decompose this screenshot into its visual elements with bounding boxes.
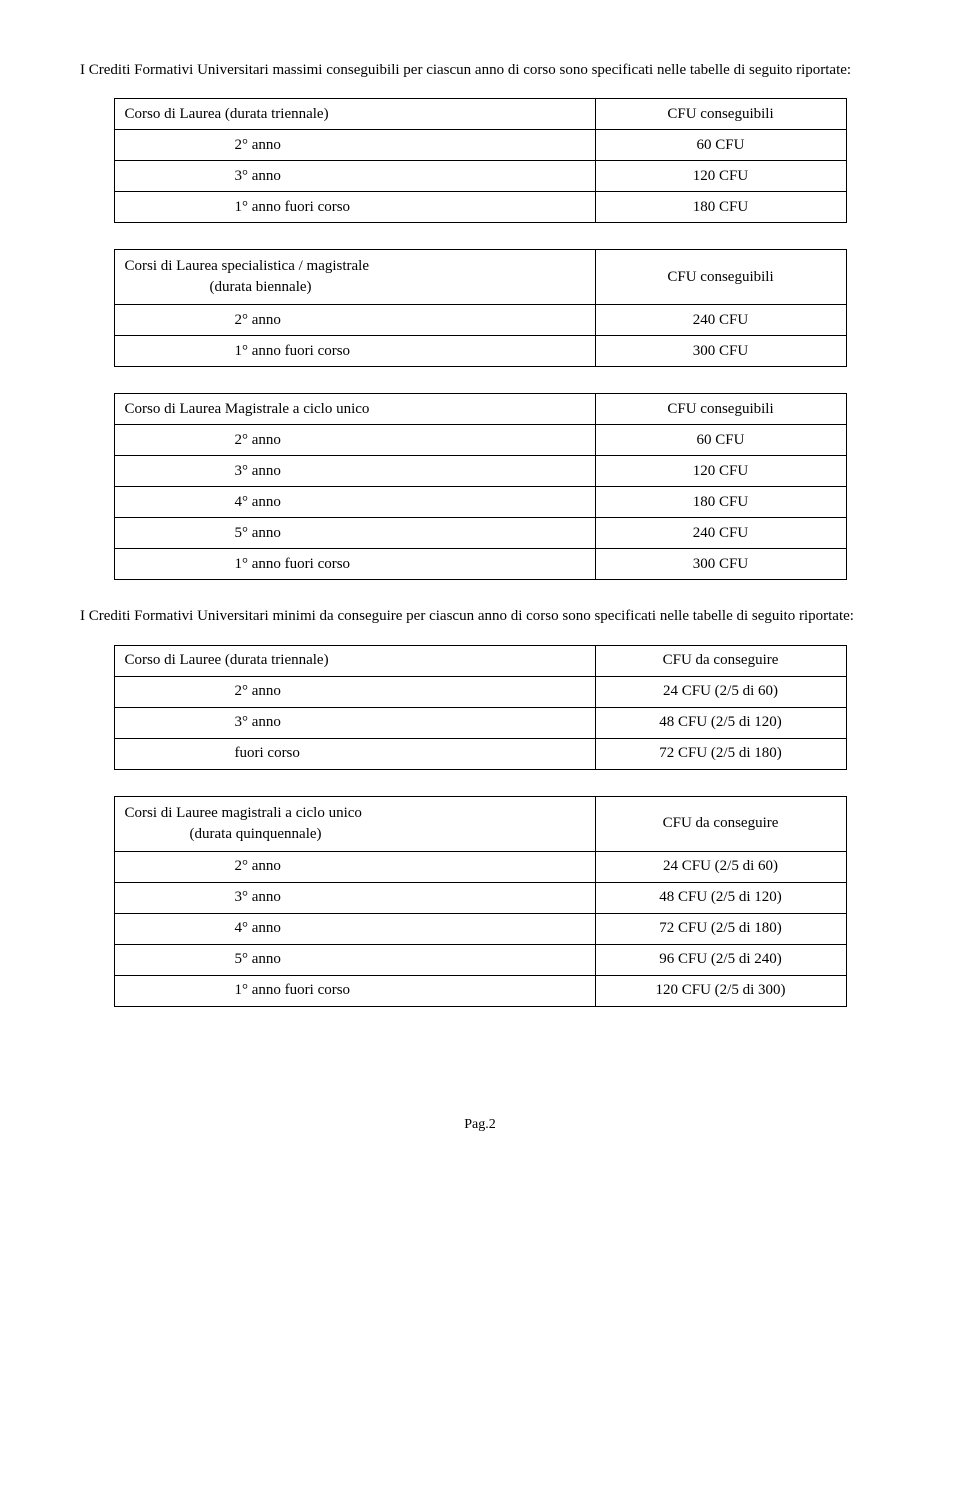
table-specialistica-max: Corsi di Laurea specialistica / magistra… bbox=[114, 249, 847, 367]
table-row: Corso di Laurea Magistrale a ciclo unico… bbox=[114, 394, 846, 425]
table-ciclo-unico-min: Corsi di Lauree magistrali a ciclo unico… bbox=[114, 796, 847, 1007]
value-cell: 96 CFU (2/5 di 240) bbox=[595, 944, 846, 975]
header-line: Corsi di Lauree magistrali a ciclo unico bbox=[125, 805, 362, 821]
value-cell: 120 CFU bbox=[595, 456, 846, 487]
table-triennale-min: Corso di Lauree (durata triennale) CFU d… bbox=[114, 645, 847, 770]
table-row: Corsi di Laurea specialistica / magistra… bbox=[114, 250, 846, 305]
label-cell: 3° anno bbox=[114, 456, 595, 487]
header-cell: Corso di Laurea Magistrale a ciclo unico bbox=[114, 394, 595, 425]
label-cell: 1° anno fuori corso bbox=[114, 336, 595, 367]
value-cell: 300 CFU bbox=[595, 336, 846, 367]
header-line: Corsi di Laurea specialistica / magistra… bbox=[125, 258, 370, 274]
table-row: Corsi di Lauree magistrali a ciclo unico… bbox=[114, 796, 846, 851]
table-row: Corso di Lauree (durata triennale) CFU d… bbox=[114, 645, 846, 676]
header-cell: CFU conseguibili bbox=[595, 250, 846, 305]
table-row: 3° anno 120 CFU bbox=[114, 161, 846, 192]
label-cell: 3° anno bbox=[114, 707, 595, 738]
table-row: 4° anno 180 CFU bbox=[114, 487, 846, 518]
label-cell: 1° anno fuori corso bbox=[114, 549, 595, 580]
label-cell: 2° anno bbox=[114, 851, 595, 882]
value-cell: 300 CFU bbox=[595, 549, 846, 580]
table-row: 2° anno 240 CFU bbox=[114, 305, 846, 336]
label-cell: 1° anno fuori corso bbox=[114, 192, 595, 223]
label-cell: 4° anno bbox=[114, 913, 595, 944]
label-cell: 4° anno bbox=[114, 487, 595, 518]
intro-paragraph-1: I Crediti Formativi Universitari massimi… bbox=[80, 60, 880, 80]
label-cell: fuori corso bbox=[114, 738, 595, 769]
table-row: 5° anno 96 CFU (2/5 di 240) bbox=[114, 944, 846, 975]
table-row: 2° anno 60 CFU bbox=[114, 425, 846, 456]
table-row: 3° anno 48 CFU (2/5 di 120) bbox=[114, 707, 846, 738]
label-cell: 2° anno bbox=[114, 130, 595, 161]
table-row: 5° anno 240 CFU bbox=[114, 518, 846, 549]
header-cell: Corsi di Lauree magistrali a ciclo unico… bbox=[114, 796, 595, 851]
header-cell: Corso di Lauree (durata triennale) bbox=[114, 645, 595, 676]
value-cell: 120 CFU bbox=[595, 161, 846, 192]
table-row: 1° anno fuori corso 120 CFU (2/5 di 300) bbox=[114, 975, 846, 1006]
table-row: 1° anno fuori corso 300 CFU bbox=[114, 336, 846, 367]
table-ciclo-unico-max: Corso di Laurea Magistrale a ciclo unico… bbox=[114, 393, 847, 580]
value-cell: 60 CFU bbox=[595, 425, 846, 456]
header-cell: CFU conseguibili bbox=[595, 99, 846, 130]
value-cell: 240 CFU bbox=[595, 518, 846, 549]
value-cell: 240 CFU bbox=[595, 305, 846, 336]
table-row: fuori corso 72 CFU (2/5 di 180) bbox=[114, 738, 846, 769]
header-cell: CFU da conseguire bbox=[595, 645, 846, 676]
label-cell: 3° anno bbox=[114, 882, 595, 913]
header-line: (durata biennale) bbox=[125, 277, 312, 298]
header-cell: Corso di Laurea (durata triennale) bbox=[114, 99, 595, 130]
header-cell: CFU conseguibili bbox=[595, 394, 846, 425]
table-row: 2° anno 24 CFU (2/5 di 60) bbox=[114, 676, 846, 707]
value-cell: 48 CFU (2/5 di 120) bbox=[595, 882, 846, 913]
table-row: 3° anno 120 CFU bbox=[114, 456, 846, 487]
value-cell: 60 CFU bbox=[595, 130, 846, 161]
value-cell: 24 CFU (2/5 di 60) bbox=[595, 851, 846, 882]
table-row: 1° anno fuori corso 180 CFU bbox=[114, 192, 846, 223]
table-row: 4° anno 72 CFU (2/5 di 180) bbox=[114, 913, 846, 944]
label-cell: 2° anno bbox=[114, 676, 595, 707]
value-cell: 72 CFU (2/5 di 180) bbox=[595, 738, 846, 769]
value-cell: 72 CFU (2/5 di 180) bbox=[595, 913, 846, 944]
label-cell: 5° anno bbox=[114, 944, 595, 975]
label-cell: 2° anno bbox=[114, 425, 595, 456]
table-row: 2° anno 24 CFU (2/5 di 60) bbox=[114, 851, 846, 882]
table-row: 2° anno 60 CFU bbox=[114, 130, 846, 161]
page-footer: Pag.2 bbox=[80, 1117, 880, 1133]
label-cell: 3° anno bbox=[114, 161, 595, 192]
value-cell: 24 CFU (2/5 di 60) bbox=[595, 676, 846, 707]
header-cell: Corsi di Laurea specialistica / magistra… bbox=[114, 250, 595, 305]
table-row: 3° anno 48 CFU (2/5 di 120) bbox=[114, 882, 846, 913]
value-cell: 180 CFU bbox=[595, 192, 846, 223]
header-cell: CFU da conseguire bbox=[595, 796, 846, 851]
value-cell: 120 CFU (2/5 di 300) bbox=[595, 975, 846, 1006]
label-cell: 5° anno bbox=[114, 518, 595, 549]
table-row: 1° anno fuori corso 300 CFU bbox=[114, 549, 846, 580]
value-cell: 180 CFU bbox=[595, 487, 846, 518]
intro-paragraph-2: I Crediti Formativi Universitari minimi … bbox=[80, 606, 880, 626]
label-cell: 1° anno fuori corso bbox=[114, 975, 595, 1006]
label-cell: 2° anno bbox=[114, 305, 595, 336]
table-row: Corso di Laurea (durata triennale) CFU c… bbox=[114, 99, 846, 130]
header-line: (durata quinquennale) bbox=[125, 824, 322, 845]
value-cell: 48 CFU (2/5 di 120) bbox=[595, 707, 846, 738]
table-triennale-max: Corso di Laurea (durata triennale) CFU c… bbox=[114, 98, 847, 223]
